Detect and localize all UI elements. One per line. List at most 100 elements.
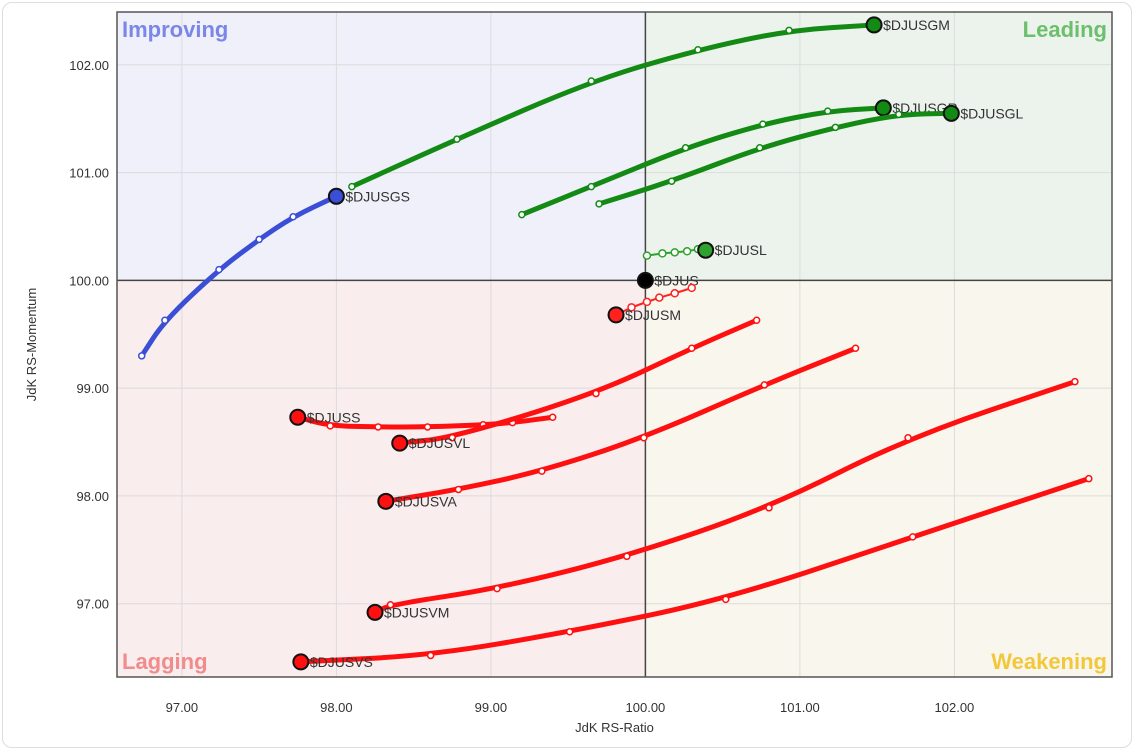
trail-point [640,433,648,442]
trail-point [895,110,903,119]
trail-point [642,251,652,260]
trail-point [538,467,546,475]
y-tick-label: 101.00 [69,166,109,181]
x-tick-label: 98.00 [320,700,353,715]
head-point [697,241,715,259]
series-label: $DJUSGM [883,17,950,33]
trail-point [755,144,764,152]
quadrant-label-leading: Leading [1023,17,1107,42]
series-djusgs: $DJUSGS [137,187,410,360]
trail-point [587,77,596,85]
trail-point [348,182,356,191]
trail-point [255,235,263,244]
trail-line [383,345,859,504]
head-point [292,653,310,671]
trail-point [721,595,730,604]
quadrant-label-weakening: Weakening [991,649,1107,674]
trail-point [687,283,697,293]
x-axis-label: JdK RS-Ratio [575,720,654,735]
quadrant-label-lagging: Lagging [122,649,208,674]
trail-point [326,422,334,430]
series-djusm: $DJUSM [607,283,697,324]
quadrant-improving [117,12,646,281]
trail-point [904,433,912,442]
trail-line [596,110,954,207]
trail-line [139,193,339,359]
trail-point [518,210,526,219]
series-label: $DJUSM [625,307,681,323]
trail-point [759,120,767,128]
x-tick-label: 100.00 [626,700,666,715]
plot-border [116,11,1113,678]
trail-point [426,651,435,660]
trail-point [161,316,169,324]
trail-point [682,247,692,256]
trail-point [1071,377,1079,386]
series-djus: $DJUS [636,271,699,289]
trail-point [386,601,395,609]
x-tick-label: 102.00 [935,700,975,715]
trail-point [823,107,832,115]
trail-point [448,433,457,442]
series-label: $DJUSVM [384,604,449,620]
trail-line [372,379,1078,615]
trail-point [215,265,223,274]
y-tick-label: 98.00 [76,489,109,504]
series-label: $DJUSS [307,409,361,425]
quadrant-weakening [645,280,1112,677]
trail-point [623,552,631,561]
trail-point [851,344,860,353]
head-point [377,492,395,510]
series-label: $DJUSL [715,242,767,258]
trail-point [565,627,574,636]
x-tick-label: 101.00 [780,700,820,715]
series-djusvm: $DJUSVM [366,377,1079,621]
trail-line [349,22,877,190]
trail-point [688,344,696,353]
series-djusvs: $DJUSVS [292,474,1093,671]
trail-point [493,584,501,593]
trail-point [658,249,667,258]
series-djusva: $DJUSVA [377,344,860,510]
trail-point [670,248,680,257]
trail-point [289,213,297,221]
trail-point [765,504,773,512]
trail-point [655,293,664,302]
head-point [289,408,307,426]
quadrant-leading [645,12,1112,281]
series-djusl: $DJUSL [642,241,767,260]
trail-point [137,352,146,360]
y-axis-label: JdK RS-Momentum [24,288,39,401]
head-point [366,603,384,621]
trail-line [519,105,886,218]
x-tick-label: 97.00 [166,700,199,715]
head-point [865,16,883,34]
series-djusgl: $DJUSGL [595,104,1024,208]
series-label: $DJUSVS [310,654,373,670]
head-point [636,271,654,289]
series-label: $DJUSVL [409,435,471,451]
quadrant-label-improving: Improving [122,17,228,42]
head-point [874,99,892,117]
trail-point [694,45,702,54]
trail-point [592,389,600,398]
series-label: $DJUSGL [960,105,1023,121]
y-tick-label: 97.00 [76,597,109,612]
head-point [327,187,345,205]
trail-point [1085,474,1093,483]
trail-point [760,381,769,389]
trail-point [670,289,680,298]
trail-point [587,182,596,191]
series-label: $DJUSVA [395,493,458,509]
trail-point [831,123,840,132]
trail-point [454,485,463,494]
trail-point [908,533,917,541]
y-tick-label: 102.00 [69,58,109,73]
y-tick-label: 99.00 [76,381,109,396]
head-point [942,104,960,122]
series-label: $DJUSGS [345,188,410,204]
head-point [607,306,625,324]
trail-line [298,476,1092,665]
trail-point [595,200,603,208]
